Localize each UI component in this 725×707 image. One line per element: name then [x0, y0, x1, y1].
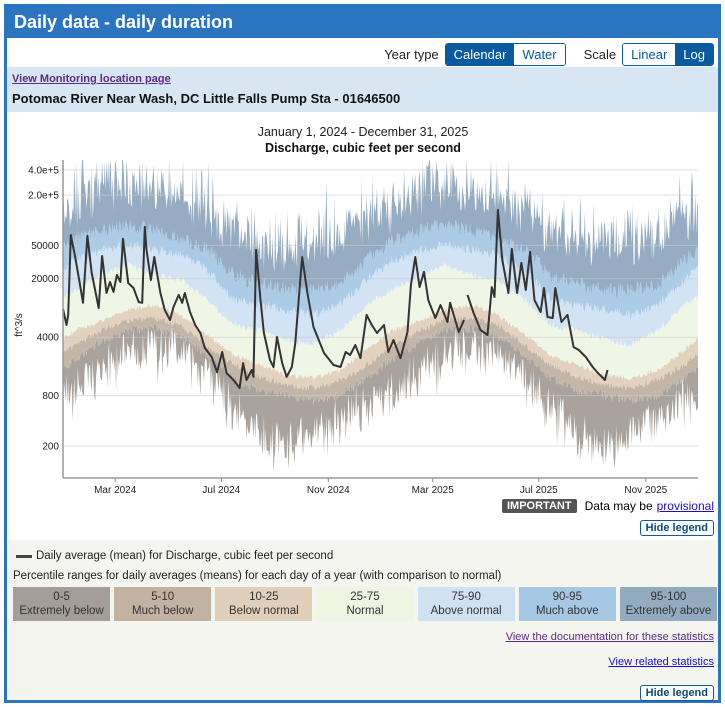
band-10-25: [63, 303, 698, 391]
year-type-water-button[interactable]: Water: [514, 43, 565, 65]
year-type-label: Year type: [384, 46, 439, 62]
percentile-title: Percentile ranges for daily averages (me…: [13, 570, 502, 582]
y-tick-label: 4000: [37, 333, 60, 344]
hide-legend-button-top[interactable]: Hide legend: [639, 520, 714, 536]
legend-mean-line: Daily average (mean) for Discharge, cubi…: [16, 550, 333, 562]
mean-discharge-line: [62, 225, 465, 389]
x-tick-label: Nov 2024: [307, 485, 350, 496]
swatch-label: Much below: [132, 605, 194, 617]
documentation-link[interactable]: View the documentation for these statist…: [505, 631, 714, 643]
swatch-95-100: 95-100 Extremely above: [619, 587, 717, 621]
swatch-10-25: 10-25 Below normal: [215, 587, 313, 621]
y-tick-label: 50000: [31, 241, 59, 252]
swatch-25-75: 25-75 Normal: [316, 587, 414, 621]
swatch-label: Much above: [535, 605, 599, 617]
duration-chart: January 1, 2024 - December 31, 2025 Disc…: [14, 125, 698, 496]
swatch-range: 10-25: [249, 591, 279, 603]
scale-linear-button[interactable]: Linear: [623, 43, 676, 65]
x-tick-label: Jul 2025: [520, 485, 558, 496]
site-header: View Monitoring location page Potomac Ri…: [7, 67, 718, 112]
year-type-calendar-button[interactable]: Calendar: [445, 43, 515, 65]
swatch-range: 75-90: [451, 591, 481, 603]
y-tick-label: 800: [42, 391, 59, 402]
x-tick-label: Mar 2024: [94, 485, 137, 496]
x-tick-label: Mar 2025: [412, 485, 455, 496]
chart-title: January 1, 2024 - December 31, 2025: [258, 125, 469, 139]
swatch-range: 25-75: [350, 591, 380, 603]
chart-controls: Year type Calendar Water Scale Linear Lo…: [384, 41, 714, 67]
panel-title: Daily data - daily duration: [7, 7, 718, 38]
axes: 4.0e+5 2.0e+5 50000 20000 4000 800 200 Mar 2024…: [28, 160, 698, 496]
y-tick-label: 20000: [31, 274, 59, 285]
y-axis-label: ft^3/s: [14, 313, 25, 337]
legend-mean-label: Daily average (mean) for Discharge, cubi…: [36, 550, 334, 562]
swatch-0-5: 0-5 Extremely below: [13, 587, 111, 621]
x-tick-label: Jul 2024: [202, 485, 240, 496]
site-name: Potomac River Near Wash, DC Little Falls…: [12, 91, 401, 106]
band-90-95: [63, 219, 698, 320]
line-swatch-icon: [16, 554, 32, 558]
provisional-notice: IMPORTANT Data may be provisional: [502, 499, 714, 513]
hide-legend-button-bottom[interactable]: Hide legend: [639, 685, 714, 701]
x-tick-label: Nov 2025: [624, 485, 667, 496]
swatch-range: 0-5: [53, 591, 70, 603]
legend: Daily average (mean) for Discharge, cubi…: [7, 540, 718, 701]
daily-duration-panel: Daily data - daily duration Year type Ca…: [4, 4, 721, 703]
swatch-label: Extremely above: [625, 605, 712, 617]
scale-label: Scale: [583, 46, 617, 62]
band-95-100: [63, 160, 698, 298]
band-0-5: [63, 323, 698, 474]
percentile-bands: [63, 160, 698, 474]
chart-subtitle: Discharge, cubic feet per second: [265, 141, 461, 155]
scale-toggle: Linear Log: [622, 42, 714, 66]
band-75-90: [63, 241, 698, 348]
y-tick-label: 200: [42, 442, 59, 453]
monitoring-location-link[interactable]: View Monitoring location page: [12, 73, 171, 85]
swatch-label: Above normal: [430, 605, 502, 617]
mean-line-layer: [62, 208, 609, 389]
scale-log-button[interactable]: Log: [675, 43, 713, 65]
swatch-label: Below normal: [229, 605, 299, 617]
year-type-toggle: Calendar Water: [444, 42, 566, 66]
gridlines: [63, 169, 698, 447]
swatch-range: 5-10: [151, 591, 175, 603]
swatch-label: Extremely below: [19, 605, 104, 617]
related-statistics-link[interactable]: View related statistics: [608, 656, 714, 668]
swatch-label: Normal: [346, 605, 384, 617]
provisional-link[interactable]: provisional: [656, 499, 714, 513]
swatch-range: 90-95: [552, 591, 582, 603]
band-25-75: [63, 262, 698, 381]
mean-discharge-line: [466, 208, 609, 381]
y-tick-label: 2.0e+5: [28, 191, 59, 202]
notice-text: Data may be: [584, 499, 653, 513]
band-5-10: [63, 315, 698, 405]
percentile-swatches: 0-5 Extremely below 5-10 Much below 10-25 Bel…: [13, 587, 717, 621]
y-tick-label: 4.0e+5: [28, 165, 59, 176]
swatch-75-90: 75-90 Above normal: [417, 587, 515, 621]
swatch-5-10: 5-10 Much below: [114, 587, 212, 621]
swatch-range: 95-100: [650, 591, 687, 603]
important-badge: IMPORTANT: [502, 499, 577, 513]
swatch-90-95: 90-95 Much above: [518, 587, 616, 621]
